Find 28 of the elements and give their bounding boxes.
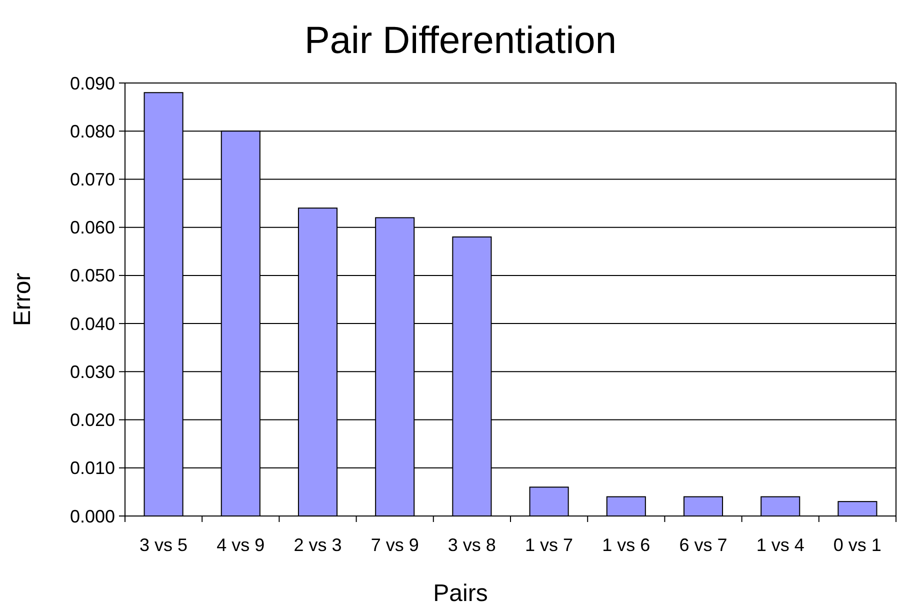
y-tick-label: 0.030 [70, 362, 115, 382]
bar [529, 486, 569, 516]
bar [606, 496, 646, 516]
x-tick-label: 1 vs 4 [756, 535, 804, 555]
bar [838, 501, 878, 516]
x-tick-label: 1 vs 7 [525, 535, 574, 555]
y-tick-label: 0.010 [70, 458, 115, 478]
y-tick-label: 0.090 [70, 73, 115, 94]
y-tick-label: 0.040 [70, 314, 115, 334]
y-axis-title: Error [9, 272, 36, 326]
y-tick-label: 0.050 [70, 266, 115, 286]
x-axis-title: Pairs [433, 580, 488, 607]
y-tick-label: 0.080 [70, 121, 115, 142]
x-tick-label: 3 vs 8 [448, 535, 496, 555]
y-tick-label: 0.000 [70, 506, 115, 526]
x-tick-label: 7 vs 9 [370, 535, 419, 555]
y-tick-label: 0.020 [70, 410, 115, 430]
x-tick-label: 2 vs 3 [294, 535, 342, 555]
x-tick-label: 0 vs 1 [833, 535, 882, 555]
bar [683, 496, 724, 516]
x-tick-label: 6 vs 7 [679, 535, 728, 555]
x-tick-label: 3 vs 5 [140, 535, 188, 555]
y-tick-label: 0.070 [70, 170, 115, 190]
x-tick-label: 1 vs 6 [602, 535, 650, 555]
x-tick-label: 4 vs 9 [216, 535, 265, 555]
y-tick-label: 0.060 [70, 218, 115, 238]
bar [760, 496, 800, 516]
chart-title: Pair Differentiation [304, 20, 616, 62]
